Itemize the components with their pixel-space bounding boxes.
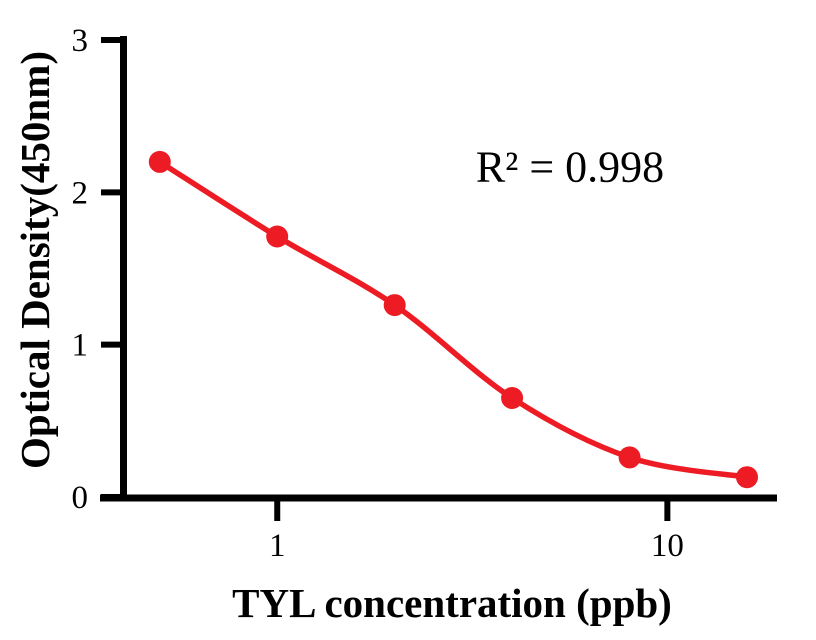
r-squared-annotation: R² = 0.998: [475, 142, 665, 192]
data-point-marker: [148, 150, 171, 173]
data-point-marker: [266, 225, 289, 248]
data-point-marker: [736, 466, 758, 489]
data-point-marker: [383, 294, 406, 317]
y-tick-label: 1: [72, 328, 89, 364]
x-tick-label: 1: [269, 528, 286, 564]
y-axis-title: Optical Density(450nm): [12, 51, 58, 469]
x-axis-title: TYL concentration (ppb): [232, 580, 672, 626]
y-tick-label: 2: [72, 175, 89, 211]
data-point-marker: [618, 446, 641, 469]
y-tick-label: 3: [72, 23, 89, 59]
x-tick-label: 10: [651, 528, 684, 564]
fit-curve: [157, 159, 750, 480]
data-point-marker: [501, 387, 524, 409]
y-tick-label: 0: [72, 480, 89, 516]
